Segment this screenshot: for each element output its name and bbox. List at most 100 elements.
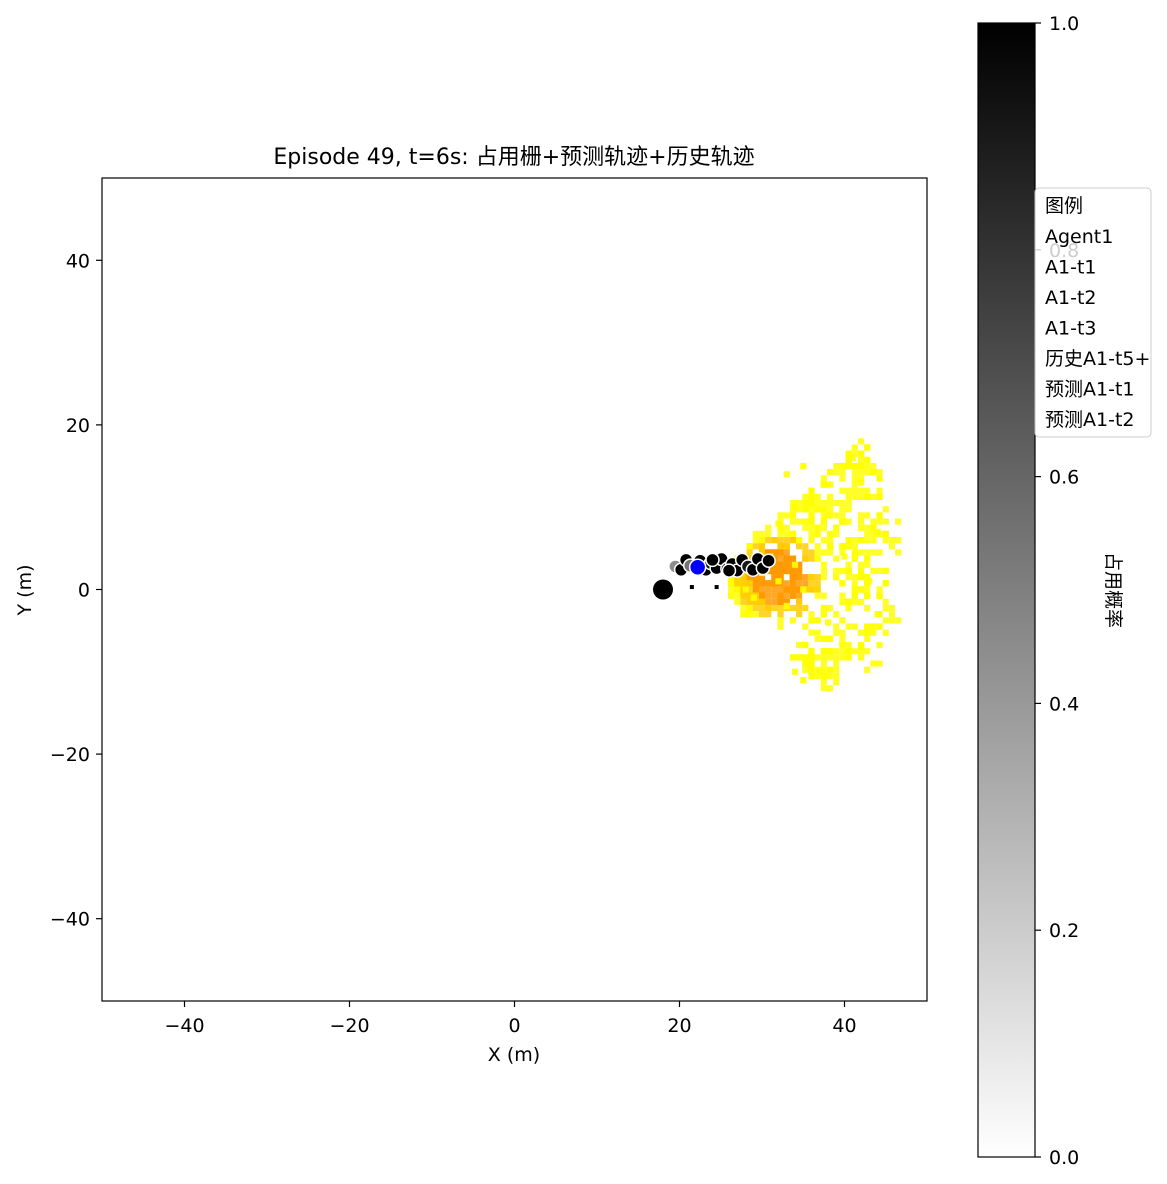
chart-title: Episode 49, t=6s: 占用栅+预测轨迹+历史轨迹	[273, 145, 754, 170]
colorbar-tick-label: 0.6	[1049, 467, 1079, 489]
occupancy-cell	[814, 672, 821, 680]
occupancy-cell	[752, 611, 759, 618]
occupancy-cell	[851, 549, 858, 556]
occupancy-cell	[808, 574, 815, 581]
occupancy-cell	[864, 561, 871, 568]
occupancy-cell	[870, 629, 877, 636]
occupancy-cell	[833, 611, 840, 618]
occupancy-cell	[839, 469, 846, 476]
occupancy-cell	[771, 580, 778, 587]
occupancy-cell	[802, 641, 809, 649]
occupancy-cell	[808, 506, 815, 513]
occupancy-cell	[758, 592, 766, 599]
occupancy-cell	[882, 518, 889, 525]
occupancy-cell	[845, 654, 852, 661]
occupancy-cell	[814, 499, 821, 507]
occupancy-cell	[851, 623, 858, 630]
occupancy-cell	[851, 493, 858, 501]
occupancy-cell	[777, 592, 784, 599]
occupancy-cell	[820, 499, 827, 507]
occupancy-cell	[746, 549, 753, 556]
occupancy-cell	[864, 629, 871, 636]
occupancy-cell	[808, 555, 815, 562]
occupancy-cell	[820, 561, 827, 568]
occupancy-cell	[777, 586, 784, 593]
occupancy-cell	[845, 623, 852, 630]
occupancy-cell	[746, 555, 753, 562]
occupancy-cell	[765, 604, 772, 612]
occupancy-cell	[750, 594, 757, 601]
occupancy-cell	[833, 623, 840, 630]
occupancy-cell	[771, 586, 778, 593]
occupancy-cell	[870, 530, 877, 538]
occupancy-cell	[808, 648, 815, 655]
legend-entry: A1-t2	[1045, 287, 1096, 309]
occupancy-cell	[857, 487, 865, 494]
occupancy-cell	[771, 598, 778, 605]
occupancy-cell	[857, 654, 865, 661]
occupancy-cell	[839, 648, 846, 655]
occupancy-cell	[857, 518, 865, 525]
occupancy-cell	[876, 592, 883, 599]
occupancy-cell	[734, 580, 741, 587]
occupancy-cell	[802, 580, 809, 587]
occupancy-cell	[814, 506, 821, 513]
occupancy-cell	[796, 641, 803, 649]
occupancy-cell	[740, 598, 747, 605]
occupancy-cell	[845, 462, 852, 470]
occupancy-cell	[826, 635, 834, 642]
occupancy-cell	[833, 462, 840, 470]
occupancy-cell	[771, 567, 778, 575]
occupancy-cell	[814, 524, 821, 531]
colorbar-tick-label: 0.0	[1049, 1147, 1079, 1169]
occupancy-cell	[839, 499, 846, 507]
occupancy-cell	[882, 506, 889, 513]
occupancy-cell	[864, 462, 871, 470]
occupancy-cell	[796, 537, 803, 544]
occupancy-cell	[864, 469, 871, 476]
occupancy-cell	[752, 530, 759, 538]
occupancy-cell	[783, 555, 790, 562]
occupancy-cell	[777, 543, 784, 550]
occupancy-cell	[857, 438, 865, 445]
occupancy-cell	[845, 456, 852, 463]
occupancy-cell	[802, 666, 809, 673]
occupancy-cell	[734, 592, 741, 599]
occupancy-cell	[800, 586, 807, 593]
occupancy-cell	[888, 543, 896, 550]
occupancy-cell	[826, 648, 834, 655]
occupancy-cell	[876, 518, 883, 525]
occupancy-cell	[814, 574, 821, 581]
occupancy-cell	[864, 456, 871, 463]
occupancy-cell	[758, 598, 766, 605]
occupancy-cell	[845, 450, 852, 457]
occupancy-cell	[857, 586, 865, 593]
occupancy-cell	[826, 506, 834, 513]
occupancy-cell	[814, 580, 821, 587]
occupancy-cell	[839, 580, 846, 587]
occupancy-cell	[814, 493, 821, 501]
occupancy-cell	[826, 604, 834, 612]
occupancy-cell	[833, 530, 840, 538]
occupancy-cell	[814, 530, 821, 538]
occupancy-cell	[882, 580, 889, 587]
occupancy-cell	[851, 592, 858, 599]
occupancy-cell	[796, 604, 803, 612]
occupancy-cell	[783, 598, 790, 605]
occupancy-cell	[789, 586, 797, 593]
trajectory-point	[761, 553, 776, 568]
occupancy-cell	[808, 518, 815, 525]
occupancy-cell	[888, 611, 896, 618]
occupancy-cell	[824, 619, 832, 626]
trajectory-point	[721, 563, 737, 578]
occupancy-cell	[820, 654, 827, 661]
occupancy-cell	[820, 567, 827, 575]
occupancy-cell	[783, 524, 790, 531]
occupancy-cell	[839, 506, 846, 513]
occupancy-cell	[895, 617, 902, 624]
occupancy-cell	[783, 512, 790, 519]
x-tick-label: −40	[164, 1015, 204, 1037]
occupancy-cell	[857, 450, 865, 457]
occupancy-cell	[845, 604, 852, 612]
occupancy-cell	[833, 666, 840, 673]
